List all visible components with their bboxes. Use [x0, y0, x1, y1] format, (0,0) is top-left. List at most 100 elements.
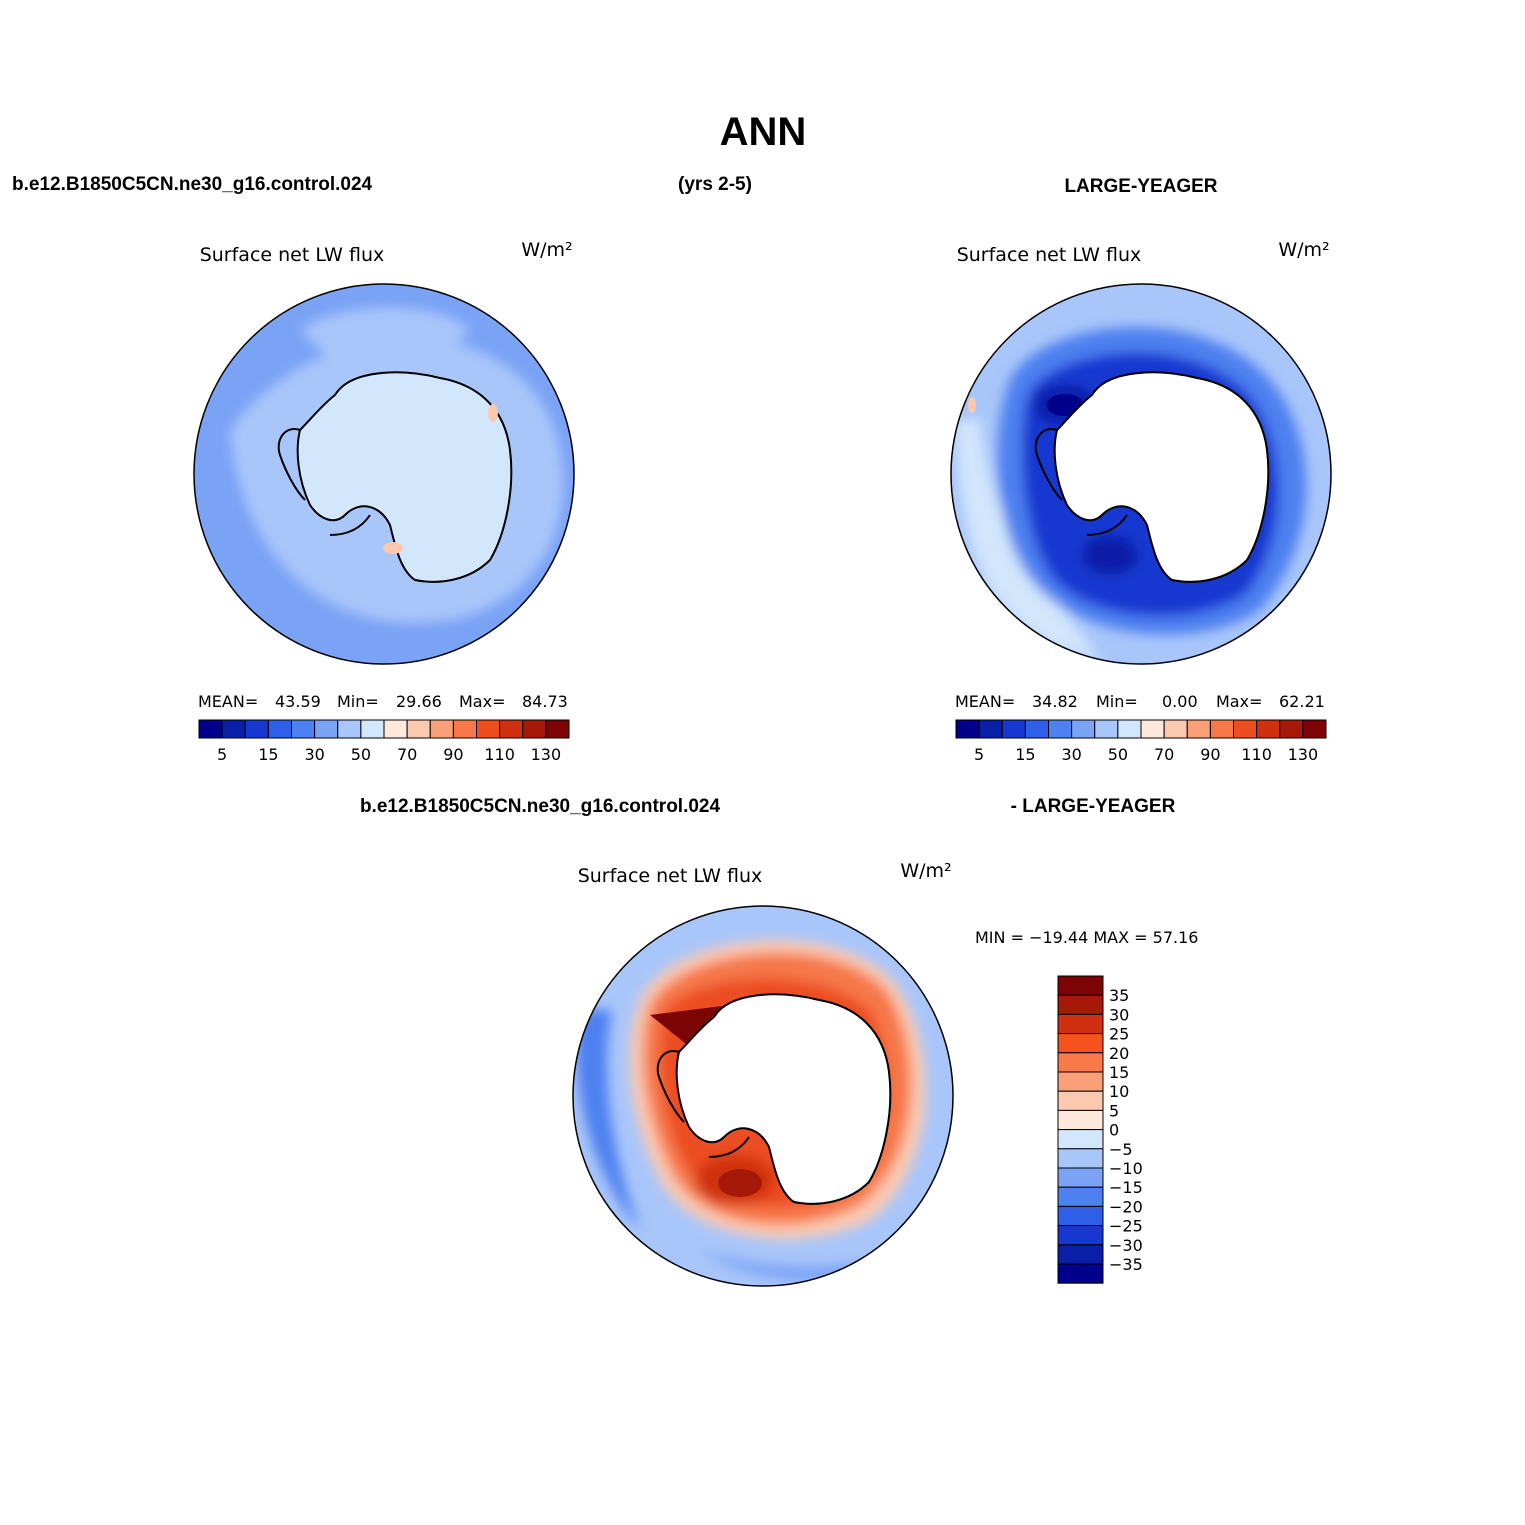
model-colorbar-swatch — [522, 719, 547, 739]
model-continent-fill — [296, 371, 513, 583]
model-colorbar-tick-label: 110 — [484, 745, 515, 764]
obs-colorbar-swatch — [1279, 719, 1304, 739]
diff-colorbar-tick-label: −35 — [1109, 1255, 1143, 1274]
diff-colorbar-tick-label: −5 — [1109, 1140, 1133, 1159]
years-label: (yrs 2-5) — [678, 174, 752, 195]
obs-colorbar-tick-label: 90 — [1200, 745, 1220, 764]
diff-colorbar-tick-label: 25 — [1109, 1025, 1129, 1044]
model-min-label: Min= — [337, 692, 379, 711]
obs-colorbar-tick-label: 50 — [1108, 745, 1128, 764]
obs-max-label: Max= — [1216, 692, 1262, 711]
model-colorbar-tick-label: 5 — [217, 745, 227, 764]
obs-colorbar-tick-label: 5 — [974, 745, 984, 764]
model-colorbar-swatch — [314, 719, 339, 739]
diff-units-label: W/m² — [900, 860, 951, 882]
model-colorbar-swatch — [383, 719, 408, 739]
obs-panel: Surface net LW flux W/m² MEAN= 34.82 Min… — [950, 239, 1332, 764]
diff-colorbar-tick-label: 35 — [1109, 986, 1129, 1005]
model-mean-label: MEAN= — [198, 692, 258, 711]
diff-colorbar-tick-label: 10 — [1109, 1082, 1129, 1101]
diff-colorbar-tick-label: 20 — [1109, 1044, 1129, 1063]
obs-min-label: Min= — [1096, 692, 1138, 711]
diff-obs-label: - LARGE-YEAGER — [1011, 796, 1176, 817]
model-max-value: 84.73 — [522, 692, 568, 711]
obs-continent-fill — [1053, 371, 1270, 583]
diff-colorbar-swatch — [1057, 994, 1104, 1015]
diff-colorbar-swatch — [1057, 1071, 1104, 1092]
diff-colorbar-swatch — [1057, 1225, 1104, 1246]
diff-colorbar-swatch — [1057, 1148, 1104, 1169]
obs-stats: MEAN= 34.82 Min= 0.00 Max= 62.21 — [955, 692, 1325, 711]
obs-colorbar-swatch — [1117, 719, 1142, 739]
model-colorbar-swatch — [360, 719, 385, 739]
diff-colorbar-tick-label: −10 — [1109, 1159, 1143, 1178]
diff-colorbar-tick-label: −30 — [1109, 1236, 1143, 1255]
model-colorbar-tick-label: 130 — [531, 745, 562, 764]
diff-minmax-label: MIN = −19.44 MAX = 57.16 — [975, 928, 1198, 947]
model-colorbar-tick-label: 15 — [258, 745, 278, 764]
model-units-label: W/m² — [521, 239, 572, 261]
obs-colorbar-tick-label: 70 — [1154, 745, 1174, 764]
model-colorbar-swatch — [244, 719, 269, 739]
diff-colorbar-swatch — [1057, 1033, 1104, 1054]
diff-colorbar-swatch — [1057, 1052, 1104, 1073]
obs-colorbar-swatch — [1302, 719, 1327, 739]
diff-colorbar-swatch — [1057, 1244, 1104, 1265]
diff-colorbar-swatch — [1057, 1013, 1104, 1035]
obs-colorbar-swatch — [1140, 719, 1165, 739]
obs-colorbar-swatch — [978, 719, 1003, 739]
obs-units-label: W/m² — [1278, 239, 1329, 261]
figure-title: ANN — [720, 110, 807, 154]
obs-variable-label: Surface net LW flux — [957, 244, 1142, 266]
diff-colorbar-swatch — [1057, 1129, 1104, 1150]
model-colorbar-swatch — [499, 719, 524, 739]
obs-colorbar-tick-label: 130 — [1288, 745, 1319, 764]
diff-colorbar-swatch — [1057, 1109, 1104, 1131]
obs-colorbar-swatch — [1209, 719, 1234, 739]
model-colorbar-tick-label: 90 — [443, 745, 463, 764]
obs-colorbar-swatch — [1048, 719, 1073, 739]
obs-colorbar-tick-label: 30 — [1061, 745, 1081, 764]
diff-panel: Surface net LW flux W/m² MIN = −19.44 MA… — [572, 860, 1198, 1287]
diff-colorbar-tick-label: 15 — [1109, 1063, 1129, 1082]
model-colorbar-tick-label: 70 — [397, 745, 417, 764]
obs-map — [951, 284, 1331, 664]
obs-colorbar-swatch — [1071, 719, 1096, 739]
model-colorbar-swatch — [429, 719, 454, 739]
obs-colorbar-swatch — [1163, 719, 1188, 739]
model-colorbar-swatch — [267, 719, 292, 739]
obs-colorbar-swatch — [1186, 719, 1211, 739]
model-mean-value: 43.59 — [275, 692, 321, 711]
diff-colorbar-tick-label: −20 — [1109, 1197, 1143, 1216]
model-colorbar: 5 15 30 50 70 90 110 130 — [198, 719, 570, 764]
model-colorbar-swatch — [337, 719, 362, 739]
diff-colorbar-tick-label: 30 — [1109, 1005, 1129, 1024]
diff-colorbar-tick-label: 0 — [1109, 1121, 1119, 1140]
obs-colorbar-swatch — [1094, 719, 1119, 739]
diff-colorbar-tick-label: −25 — [1109, 1217, 1143, 1236]
obs-max-value: 62.21 — [1279, 692, 1325, 711]
diff-colorbar-swatch — [1057, 1263, 1104, 1284]
model-variable-label: Surface net LW flux — [200, 244, 385, 266]
obs-colorbar-swatch — [1233, 719, 1258, 739]
model-min-value: 29.66 — [396, 692, 442, 711]
model-colorbar-swatch — [198, 719, 223, 739]
model-colorbar-swatch — [291, 719, 316, 739]
model-max-label: Max= — [459, 692, 505, 711]
model-colorbar-swatch — [545, 719, 570, 739]
diff-colorbar-swatch — [1057, 1167, 1104, 1188]
obs-colorbar-swatch — [955, 719, 980, 739]
diff-colorbar-tick-label: 5 — [1109, 1101, 1119, 1120]
obs-colorbar: 5 15 30 50 70 90 110 130 — [955, 719, 1327, 764]
model-colorbar-swatch — [452, 719, 477, 739]
obs-mean-label: MEAN= — [955, 692, 1015, 711]
model-stats: MEAN= 43.59 Min= 29.66 Max= 84.73 — [198, 692, 568, 711]
obs-colorbar-swatch — [1024, 719, 1049, 739]
diff-colorbar-swatch — [1057, 1205, 1104, 1227]
obs-name-label: LARGE-YEAGER — [1064, 176, 1217, 197]
model-colorbar-tick-label: 30 — [304, 745, 324, 764]
model-colorbar-swatch — [221, 719, 246, 739]
diff-colorbar-tick-label: −15 — [1109, 1178, 1143, 1197]
obs-colorbar-tick-label: 110 — [1241, 745, 1272, 764]
